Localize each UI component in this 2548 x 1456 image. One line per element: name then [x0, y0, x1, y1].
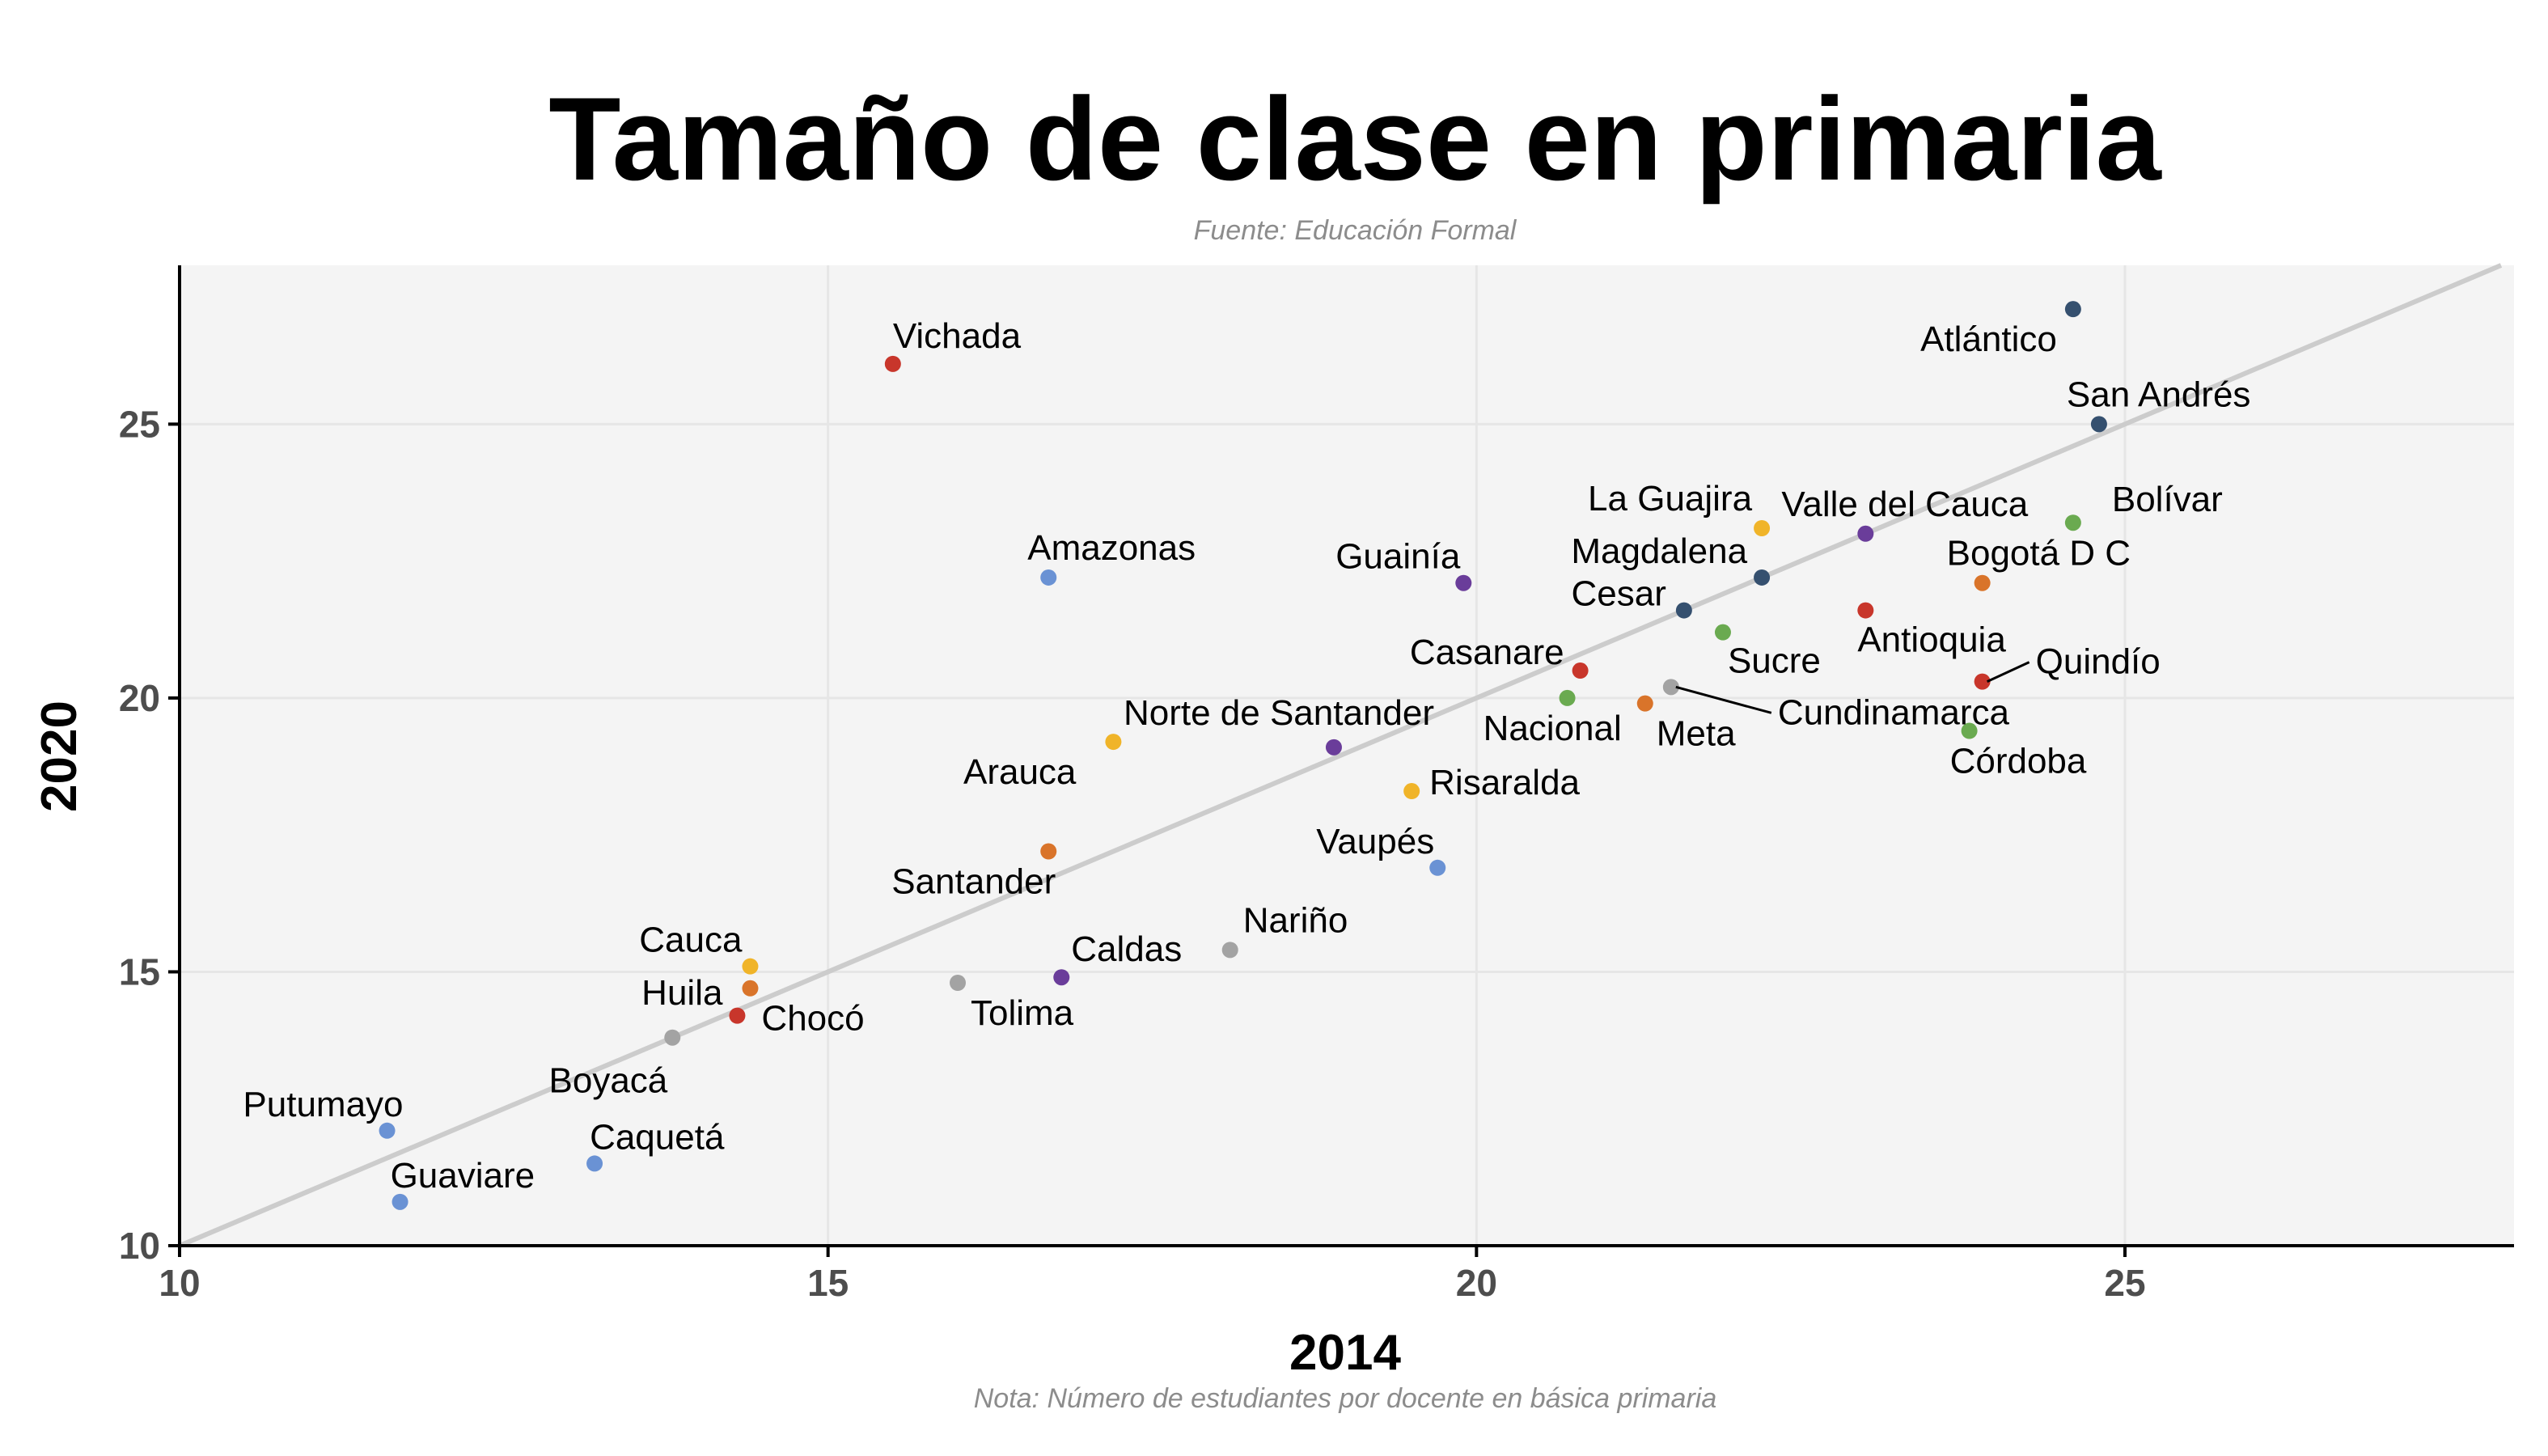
point-magdalena [1754, 569, 1771, 586]
point-tolima [950, 974, 966, 991]
point-caqueta [586, 1155, 603, 1172]
point-putumayo [379, 1122, 396, 1139]
point-label-bogota-d-c: Bogotá D C [1947, 534, 2131, 574]
point-risaralda [1403, 783, 1420, 800]
point-label-nacional: Nacional [1484, 709, 1622, 748]
point-huila [742, 980, 759, 997]
axes: 10 15 20 25 10 15 20 25 [119, 265, 2514, 1304]
y-tick-label-20: 20 [119, 677, 160, 719]
point-quindio [1974, 673, 1991, 690]
point-label-la-guajira: La Guajira [1588, 479, 1753, 518]
point-vichada [884, 355, 901, 372]
chart-subtitle: Fuente: Educación Formal [1194, 215, 1517, 246]
x-tick-label-25: 25 [2104, 1262, 2145, 1304]
point-label-san-andres: San Andrés [2067, 375, 2251, 414]
point-label-cordoba: Córdoba [1950, 742, 2087, 781]
point-bogota-d-c [1974, 574, 1991, 591]
point-label-atlantico: Atlántico [1920, 320, 2057, 359]
x-axis-title: 2014 [1289, 1325, 1401, 1381]
point-label-santander: Santander [891, 861, 1056, 901]
point-nacional [1559, 689, 1576, 706]
reference-line-y-equals-x [178, 263, 2503, 1248]
point-bolivar [2064, 514, 2081, 531]
point-label-magdalena: Magdalena [1571, 531, 1747, 571]
point-cordoba [1961, 722, 1978, 739]
point-atlantico [2064, 301, 2081, 318]
y-axis-title: 2020 [32, 700, 87, 812]
point-label-meta: Meta [1657, 714, 1736, 754]
chart-title: Tamaño de clase en primaria [548, 73, 2162, 205]
point-label-putumayo: Putumayo [243, 1085, 403, 1124]
point-caldas [1053, 969, 1070, 986]
grid-lines [178, 265, 2514, 1247]
point-sucre [1714, 624, 1731, 641]
y-tick-label-15: 15 [119, 950, 160, 993]
point-label-bolivar: Bolívar [2112, 480, 2223, 519]
point-label-caqueta: Caquetá [590, 1117, 725, 1157]
point-cauca [742, 958, 759, 975]
point-label-guainia: Guainía [1335, 537, 1461, 577]
point-la-guajira [1754, 520, 1771, 537]
point-boyaca [664, 1029, 681, 1046]
point-label-risaralda: Risaralda [1429, 763, 1580, 802]
point-label-guaviare: Guaviare [391, 1156, 535, 1196]
point-norte-de-santander [1325, 739, 1342, 756]
point-guaviare [392, 1193, 408, 1210]
point-meta [1636, 695, 1653, 712]
y-tick-label-25: 25 [119, 403, 160, 445]
point-label-narino: Nariño [1243, 900, 1348, 940]
point-label-caldas: Caldas [1071, 929, 1182, 969]
point-label-casanare: Casanare [1410, 633, 1564, 672]
label-leader-quindio [1987, 661, 2030, 683]
point-vaupes [1429, 859, 1446, 876]
y-tick-label-10: 10 [119, 1225, 160, 1267]
chart-caption: Nota: Número de estudiantes por docente … [974, 1383, 1717, 1414]
point-label-boyaca: Boyacá [549, 1061, 668, 1101]
x-tick-label-10: 10 [159, 1262, 200, 1304]
point-antioquia [1857, 602, 1874, 619]
point-label-vaupes: Vaupés [1316, 822, 1434, 861]
point-label-choco: Chocó [761, 999, 864, 1039]
point-arauca [1105, 734, 1122, 751]
point-label-norte-de-santander: Norte de Santander [1124, 693, 1434, 733]
point-casanare [1572, 662, 1589, 679]
point-label-quindio: Quindío [2036, 642, 2161, 682]
point-label-antioquia: Antioquia [1857, 620, 2006, 660]
point-choco [729, 1007, 746, 1024]
point-valle-del-cauca [1857, 525, 1874, 542]
point-label-valle-del-cauca: Valle del Cauca [1781, 485, 2028, 524]
x-tick-label-20: 20 [1456, 1262, 1497, 1304]
point-label-cundinamarca: Cundinamarca [1778, 692, 2010, 732]
point-narino [1221, 942, 1238, 959]
point-santander [1040, 843, 1057, 860]
x-tick-label-15: 15 [807, 1262, 849, 1304]
point-amazonas [1040, 569, 1057, 586]
point-guainia [1455, 574, 1472, 591]
point-label-tolima: Tolima [971, 993, 1074, 1033]
point-label-cesar: Cesar [1571, 574, 1666, 614]
point-cundinamarca [1662, 679, 1679, 696]
point-label-cauca: Cauca [639, 921, 743, 960]
point-label-vichada: Vichada [893, 316, 1022, 356]
point-san-andres [2090, 416, 2107, 433]
point-label-huila: Huila [641, 973, 723, 1013]
point-labels: Vichada Atlántico San Andrés La Guajira Vall… [243, 316, 2250, 1196]
data-points [379, 301, 2107, 1210]
point-cesar [1675, 602, 1692, 619]
label-leader-cundinamarca [1675, 685, 1772, 714]
point-label-amazonas: Amazonas [1027, 528, 1196, 568]
point-label-arauca: Arauca [963, 752, 1077, 792]
point-label-sucre: Sucre [1728, 641, 1821, 681]
